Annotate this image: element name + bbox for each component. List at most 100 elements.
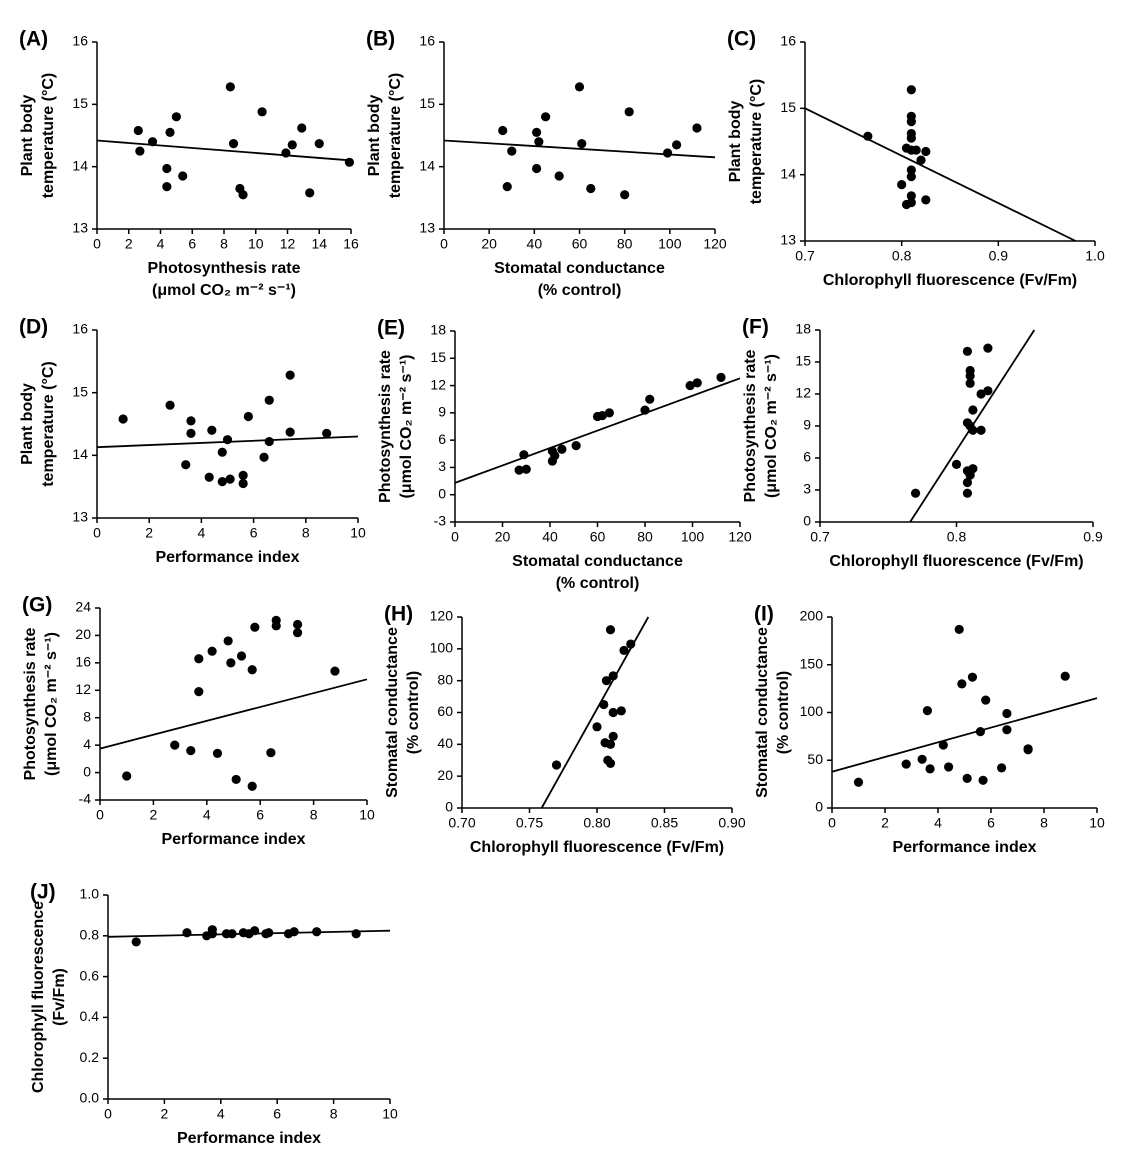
panel: (B) 13 14 15 16 0 20 40 60 80 100 120 Stomatal condu… xyxy=(366,28,727,300)
x-tick-label: 0 xyxy=(828,815,836,831)
x-tick-label: 0.75 xyxy=(516,815,543,831)
y-tick-label: 14 xyxy=(780,165,796,181)
x-tick-label: 4 xyxy=(157,236,165,252)
x-tick-label: 10 xyxy=(1089,815,1105,831)
x-tick-label: 0 xyxy=(104,1106,112,1122)
data-point xyxy=(541,112,551,122)
x-tick-label: 0.9 xyxy=(989,248,1009,264)
y-axis-label: Photosynthesis rate xyxy=(377,350,394,503)
panel: (A) 13 14 15 16 0 2 4 6 8 10 12 14 16 Photosynthesis r… xyxy=(19,28,359,300)
data-point xyxy=(605,739,616,749)
x-tick-label: 120 xyxy=(703,236,727,252)
data-point xyxy=(901,199,912,210)
y-tick-label: 150 xyxy=(800,655,824,671)
x-tick-label: 0 xyxy=(96,807,104,823)
x-tick-label: 10 xyxy=(359,807,375,823)
data-point xyxy=(330,666,340,676)
y-axis-label: Stomatal conductance xyxy=(384,627,401,798)
y-tick-label: 100 xyxy=(800,703,824,719)
data-point xyxy=(171,112,181,122)
data-point xyxy=(519,450,529,460)
data-point xyxy=(521,464,531,474)
x-axis-label: Performance index xyxy=(177,1130,321,1147)
data-point xyxy=(351,929,361,939)
data-point xyxy=(238,190,248,200)
data-point xyxy=(645,394,655,404)
y-axis-label: (μmol CO₂ m⁻² s⁻¹) xyxy=(398,354,415,498)
data-point xyxy=(962,773,972,783)
data-point xyxy=(978,775,988,785)
y-tick-label: 12 xyxy=(75,681,91,697)
y-axis-label: (% control) xyxy=(775,671,792,755)
data-point xyxy=(672,140,682,150)
data-point xyxy=(194,687,204,697)
y-tick-label: 0.4 xyxy=(80,1008,100,1024)
y-axis-label: Chlorophyll fluorescence xyxy=(30,901,47,1093)
data-point xyxy=(314,139,324,149)
data-point xyxy=(897,180,907,190)
data-point xyxy=(266,748,276,758)
data-point xyxy=(906,165,916,175)
data-point xyxy=(226,658,236,668)
data-point xyxy=(853,777,864,787)
data-point xyxy=(911,145,921,155)
data-point xyxy=(182,928,192,938)
data-point xyxy=(186,428,196,438)
x-axis-label: (μmol CO₂ m⁻² s⁻¹) xyxy=(152,282,296,299)
data-point xyxy=(305,188,315,198)
panel-label: (F) xyxy=(742,316,769,339)
y-tick-label: 20 xyxy=(75,626,91,642)
data-point xyxy=(223,636,233,646)
x-tick-label: 40 xyxy=(542,529,558,545)
data-point xyxy=(981,695,991,705)
data-point xyxy=(601,676,612,686)
y-axis-label: Plant body xyxy=(727,101,744,183)
y-tick-label: 0 xyxy=(815,799,823,815)
data-point xyxy=(983,386,993,396)
data-point xyxy=(965,371,975,381)
panel-label: (E) xyxy=(377,317,405,340)
y-axis-label: Plant body xyxy=(19,383,36,465)
y-tick-label: 60 xyxy=(437,703,453,719)
trendline xyxy=(99,678,368,750)
y-tick-label: 12 xyxy=(795,385,811,401)
data-point xyxy=(194,654,204,664)
data-point xyxy=(944,762,954,772)
data-point xyxy=(271,621,281,631)
y-tick-label: 13 xyxy=(72,509,88,525)
data-point xyxy=(863,131,873,141)
y-tick-label: 3 xyxy=(438,458,446,474)
data-point xyxy=(917,754,927,764)
x-tick-label: 0.7 xyxy=(795,248,815,264)
y-tick-label: 6 xyxy=(803,449,811,465)
data-point xyxy=(921,195,931,205)
y-axis-label: temperature (°C) xyxy=(40,73,57,199)
data-point xyxy=(620,190,630,200)
panel-label: (D) xyxy=(19,316,48,339)
y-tick-label: -4 xyxy=(79,791,92,807)
data-point xyxy=(287,140,297,150)
y-tick-label: 15 xyxy=(430,349,446,365)
data-point xyxy=(531,127,542,137)
y-tick-label: 50 xyxy=(807,751,823,767)
x-tick-label: 8 xyxy=(1040,815,1048,831)
y-tick-label: 15 xyxy=(780,99,796,115)
data-point xyxy=(1002,708,1012,719)
data-point xyxy=(608,671,618,681)
y-tick-label: 6 xyxy=(438,431,446,447)
data-point xyxy=(227,929,237,939)
x-tick-label: 80 xyxy=(637,529,653,545)
y-axis-label: Plant body xyxy=(366,95,383,177)
data-point xyxy=(592,722,602,732)
data-point xyxy=(554,171,564,181)
y-tick-label: 3 xyxy=(803,481,811,497)
y-tick-label: 0 xyxy=(803,513,811,529)
x-axis-label: Photosynthesis rate xyxy=(148,260,301,277)
data-point xyxy=(574,82,585,92)
y-tick-label: 9 xyxy=(803,417,811,433)
x-tick-label: 40 xyxy=(527,236,543,252)
data-point xyxy=(968,425,978,435)
data-point xyxy=(925,764,935,774)
